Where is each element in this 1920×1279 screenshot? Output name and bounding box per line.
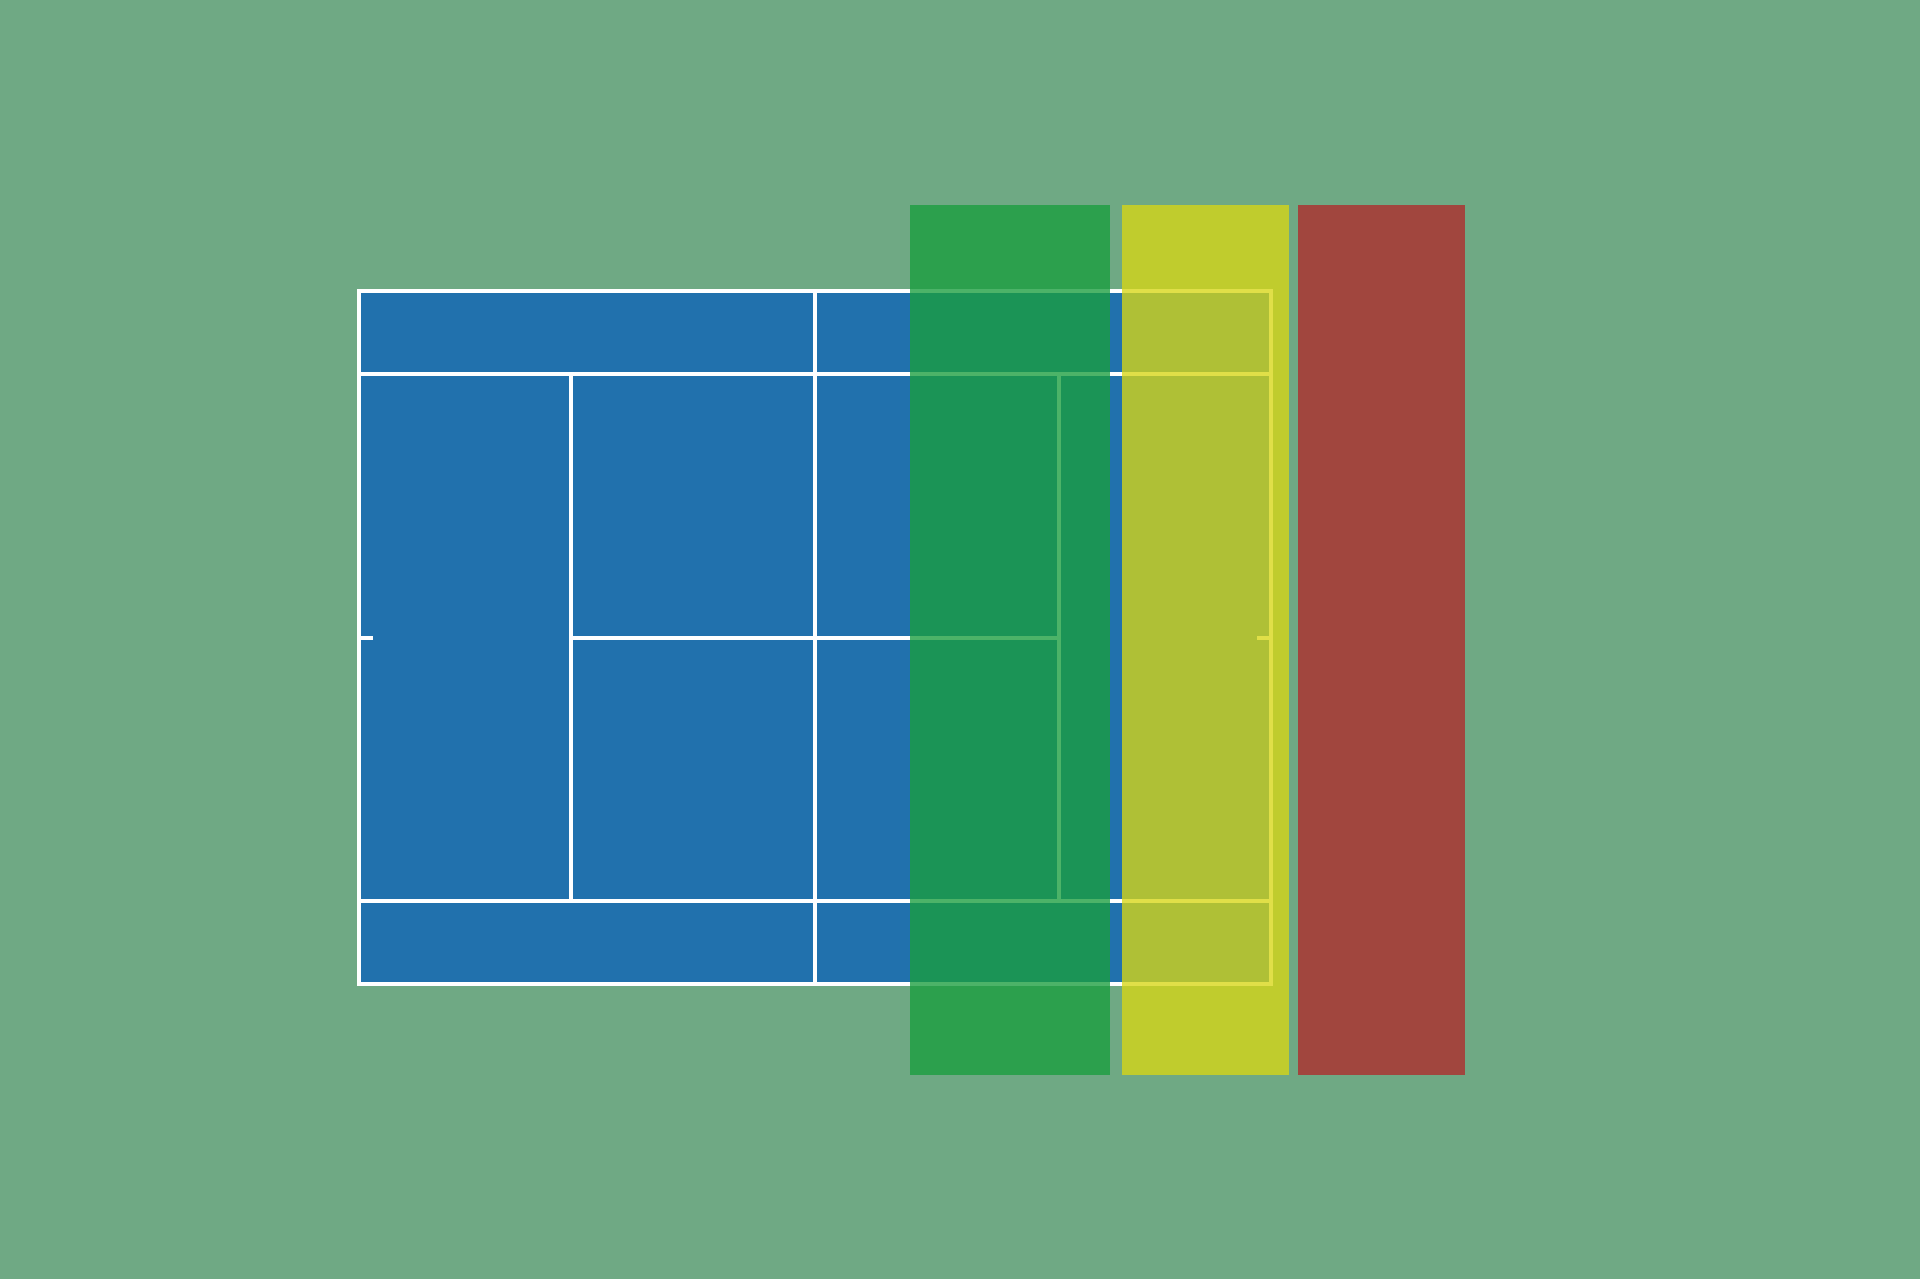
zone-out — [1298, 205, 1465, 1075]
diagram-stage — [0, 0, 1920, 1279]
zone-warn — [1122, 205, 1289, 1075]
zone-in — [910, 205, 1110, 1075]
center-mark-left — [361, 636, 373, 640]
